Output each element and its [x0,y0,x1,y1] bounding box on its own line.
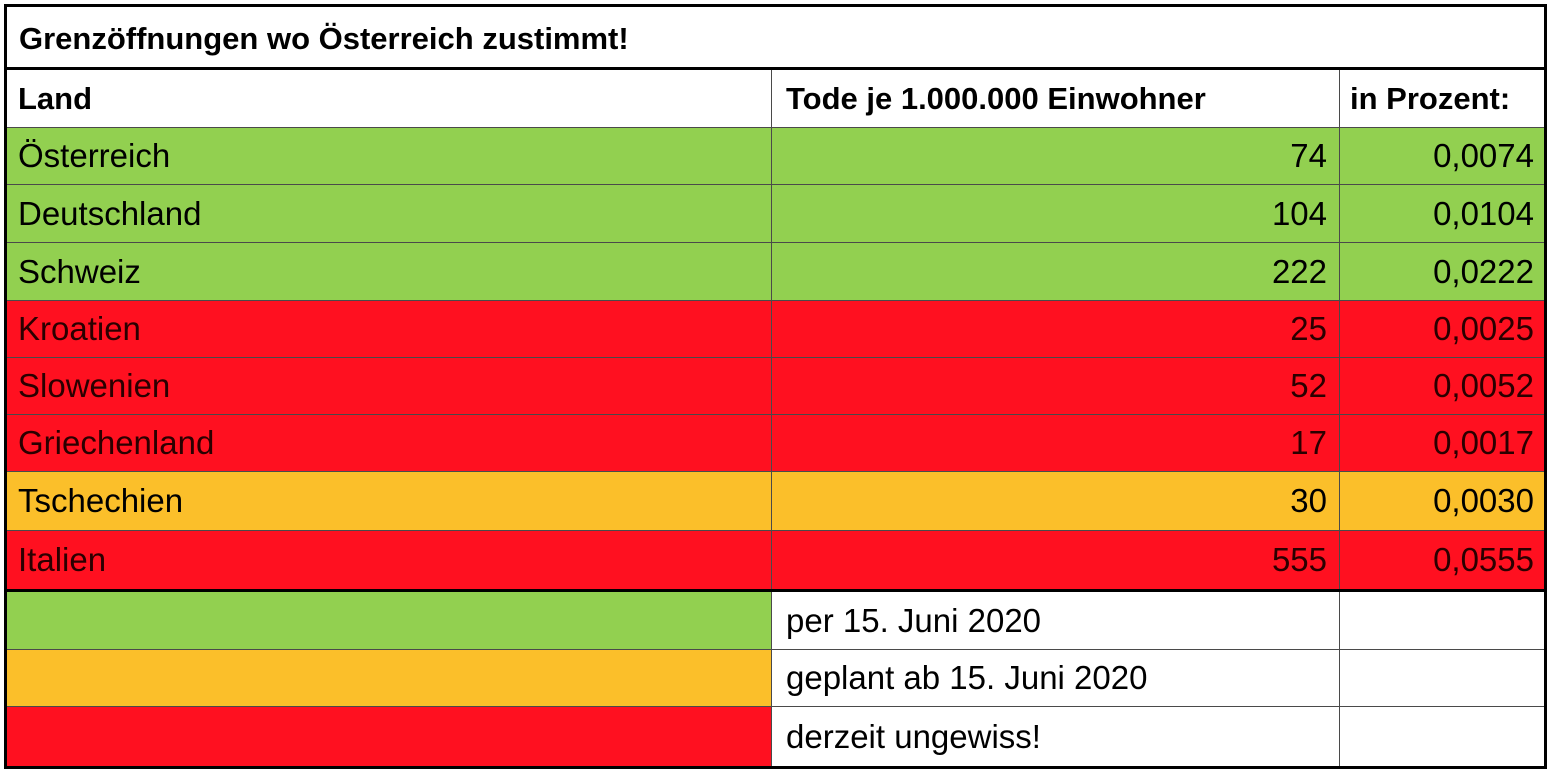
table-row: Schweiz 222 0,0222 [7,243,1544,301]
table-title-row: Grenzöffnungen wo Österreich zustimmt! [7,7,1544,70]
cell-tode: 52 [772,358,1340,414]
header-land: Land [7,70,772,127]
legend-label: derzeit ungewiss! [772,707,1340,766]
legend-swatch-green [7,592,772,649]
legend-empty-cell [1340,707,1544,766]
cell-prozent: 0,0104 [1433,194,1534,232]
legend-empty-cell [1340,592,1544,649]
table-row: Kroatien 25 0,0025 [7,301,1544,358]
cell-land: Italien [7,531,772,589]
spreadsheet-table: Grenzöffnungen wo Österreich zustimmt! L… [4,4,1547,769]
table-title: Grenzöffnungen wo Österreich zustimmt! [19,21,629,56]
legend-swatch-orange [7,650,772,706]
cell-land: Kroatien [7,301,772,357]
cell-prozent: 0,0555 [1433,541,1534,578]
table-row: Griechenland 17 0,0017 [7,415,1544,472]
cell-prozent: 0,0074 [1433,137,1534,174]
legend-label: per 15. Juni 2020 [772,592,1340,649]
legend-row: geplant ab 15. Juni 2020 [7,650,1544,707]
cell-prozent: 0,0017 [1433,424,1534,461]
table-row: Österreich 74 0,0074 [7,128,1544,185]
header-prozent: in Prozent: [1350,80,1511,116]
table-row: Slowenien 52 0,0052 [7,358,1544,415]
legend-row: per 15. Juni 2020 [7,592,1544,650]
cell-tode: 17 [772,415,1340,471]
legend-empty-cell [1340,650,1544,706]
cell-tode: 30 [772,472,1340,530]
cell-land: Griechenland [7,415,772,471]
cell-prozent: 0,0052 [1433,367,1534,404]
cell-tode: 222 [772,243,1340,300]
cell-tode: 104 [772,185,1340,242]
header-tode: Tode je 1.000.000 Einwohner [772,70,1340,127]
cell-land: Schweiz [7,243,772,300]
header-row: Land Tode je 1.000.000 Einwohner in Proz… [7,70,1544,128]
table-row: Tschechien 30 0,0030 [7,472,1544,531]
legend-swatch-red [7,707,772,766]
cell-prozent: 0,0025 [1433,310,1534,347]
table-row: Italien 555 0,0555 [7,531,1544,592]
cell-prozent: 0,0030 [1433,482,1534,519]
cell-tode: 25 [772,301,1340,357]
cell-land: Österreich [7,128,772,184]
cell-land: Slowenien [7,358,772,414]
legend-row: derzeit ungewiss! [7,707,1544,766]
table-row: Deutschland 104 0,0104 [7,185,1544,243]
cell-tode: 555 [772,531,1340,589]
cell-prozent: 0,0222 [1433,252,1534,290]
cell-land: Tschechien [7,472,772,530]
cell-land: Deutschland [7,185,772,242]
legend-label: geplant ab 15. Juni 2020 [772,650,1340,706]
cell-tode: 74 [772,128,1340,184]
